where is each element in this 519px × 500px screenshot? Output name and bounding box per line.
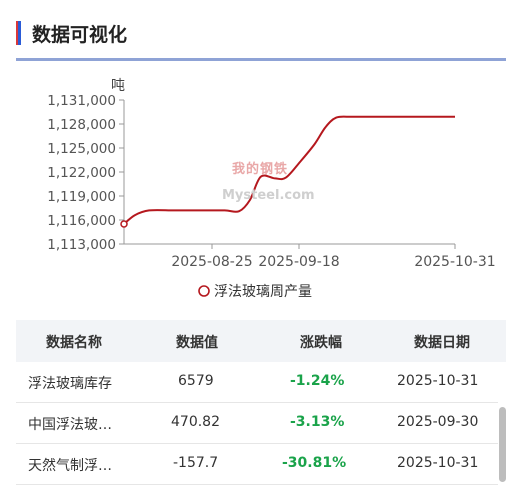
series-group [120,115,455,228]
y-axis-ticks: 1,113,000 1,116,000 1,119,000 1,122,000 1,12… [47,93,124,253]
cell-change: -1.24% [290,373,345,389]
table-scrollbar-thumb[interactable] [499,407,506,482]
section-header: 数据可视化 [16,18,506,58]
cell-name[interactable]: 浮法玻璃库存 [28,376,112,392]
y-tick-label: 1,128,000 [47,117,116,133]
title-divider [16,58,506,61]
y-axis-unit-label: 吨 [111,78,125,94]
watermark-top: 我的钢铁 [232,162,289,177]
header-date: 数据日期 [414,335,470,351]
cell-name[interactable]: 中国浮法玻… [28,417,112,433]
y-tick-label: 1,131,000 [47,93,116,109]
y-tick-label: 1,122,000 [47,165,116,181]
legend[interactable]: 浮法玻璃周产量 [198,283,312,300]
x-tick-label: 2025-10-31 [414,254,495,270]
cell-name[interactable]: 天然气制浮… [28,458,112,474]
table-header: 数据名称 数据值 涨跌幅 数据日期 [16,320,506,362]
y-tick-label: 1,125,000 [47,141,116,157]
line-chart: 吨 1,113,000 1,116,000 1,119,000 1,122,000 1,… [0,66,519,310]
table-row[interactable]: 天然气制浮… -157.7 -30.81% 2025-10-31 [16,444,498,485]
series-line[interactable] [123,115,455,225]
title-accent-bar [16,21,21,45]
watermark-logo: 我的钢铁 Mysteel.com [222,158,315,208]
legend-marker [198,285,210,297]
x-tick-label: 2025-09-18 [258,254,339,270]
cell-value: 6579 [178,373,214,389]
table-row[interactable]: 中国浮法玻… 470.82 -3.13% 2025-09-30 [16,403,498,444]
header-value: 数据值 [176,335,218,351]
y-tick-label: 1,116,000 [47,213,116,229]
cell-date: 2025-10-31 [397,455,479,471]
table-row[interactable]: 浮法玻璃库存 6579 -1.24% 2025-10-31 [16,362,498,403]
header-change: 涨跌幅 [300,335,342,351]
y-tick-label: 1,119,000 [47,189,116,205]
accent-blue [18,21,21,45]
cell-date: 2025-10-31 [397,373,479,389]
cell-change: -3.13% [290,414,345,430]
data-point[interactable] [120,220,128,228]
x-tick-label: 2025-08-25 [171,254,252,270]
cell-date: 2025-09-30 [397,414,479,430]
accent-red [16,21,18,45]
legend-label: 浮法玻璃周产量 [214,283,312,300]
x-axis-ticks: 2025-08-25 2025-09-18 2025-10-31 [171,244,496,270]
page-title: 数据可视化 [32,24,128,46]
cell-value: 470.82 [171,414,220,430]
chart-svg: 吨 1,113,0001,116,0001,119,0001,122,0001,… [47,78,496,300]
y-tick-label: 1,113,000 [47,237,116,253]
watermark-bottom: Mysteel.com [222,188,315,203]
cell-value: -157.7 [173,455,219,471]
header-name: 数据名称 [46,335,102,351]
cell-change: -30.81% [282,455,347,471]
